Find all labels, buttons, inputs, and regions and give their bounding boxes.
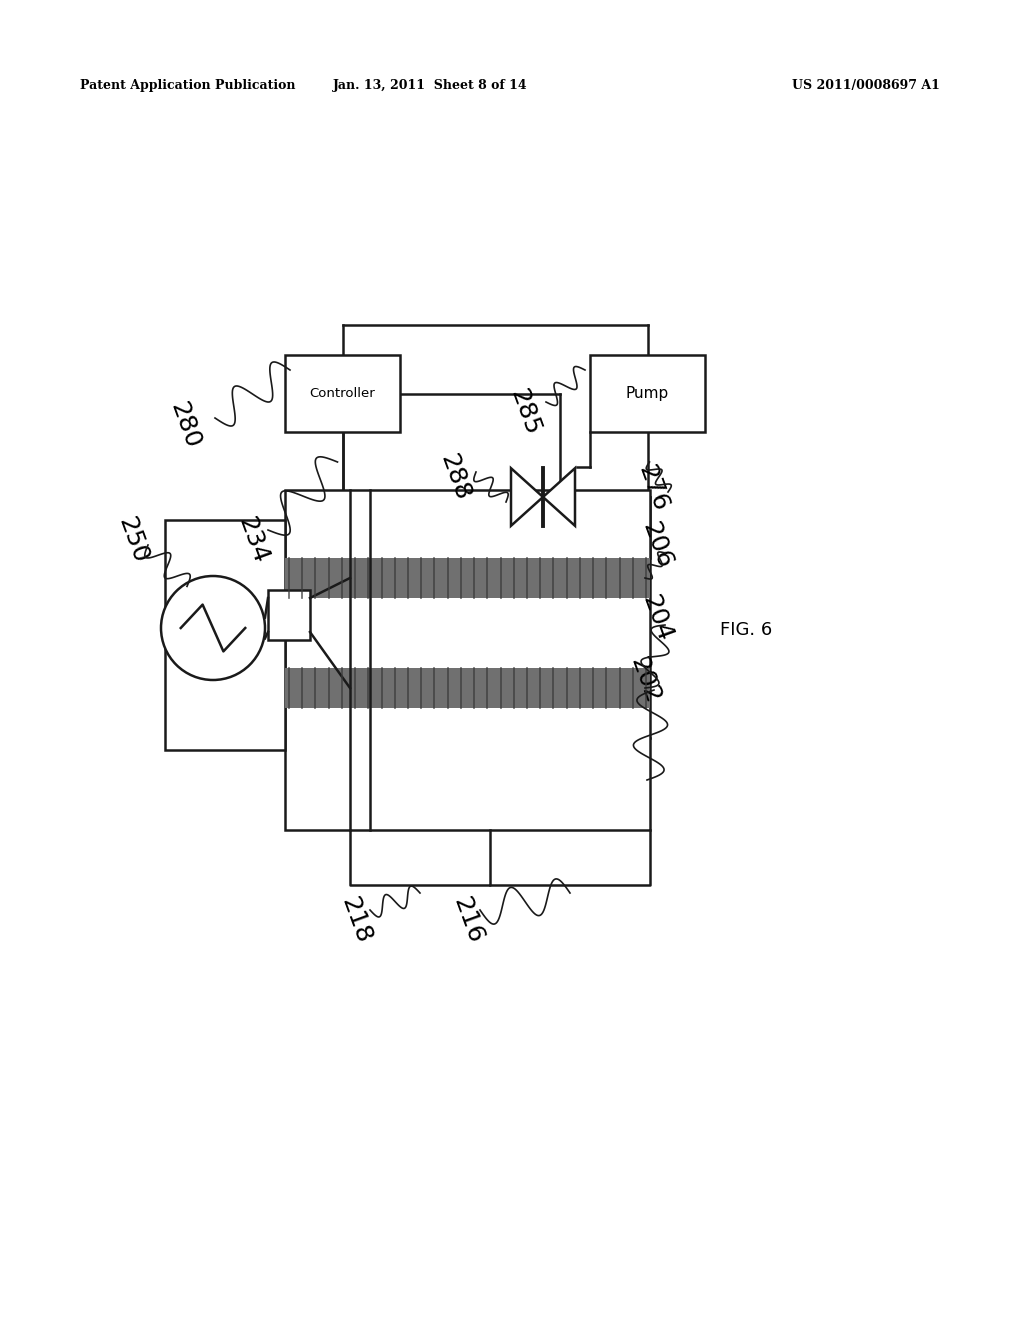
- Text: 250: 250: [114, 513, 153, 566]
- Polygon shape: [511, 469, 543, 525]
- Text: 234: 234: [233, 513, 272, 566]
- Circle shape: [161, 576, 265, 680]
- Bar: [285, 558, 650, 598]
- Text: 276: 276: [634, 462, 673, 515]
- Text: Jan. 13, 2011  Sheet 8 of 14: Jan. 13, 2011 Sheet 8 of 14: [333, 78, 527, 91]
- Text: FIG. 6: FIG. 6: [720, 620, 772, 639]
- Text: 288: 288: [435, 450, 474, 504]
- Polygon shape: [543, 469, 575, 525]
- Text: 280: 280: [166, 399, 205, 451]
- Text: 216: 216: [449, 894, 487, 946]
- Bar: [268, 590, 310, 640]
- Bar: [285, 668, 650, 708]
- Text: 206: 206: [638, 519, 677, 572]
- Text: 202: 202: [626, 653, 665, 706]
- Text: Patent Application Publication: Patent Application Publication: [80, 78, 296, 91]
- Text: 285: 285: [506, 385, 545, 438]
- Bar: [165, 520, 285, 750]
- Text: US 2011/0008697 A1: US 2011/0008697 A1: [793, 78, 940, 91]
- Text: Controller: Controller: [309, 387, 376, 400]
- Text: 204: 204: [638, 591, 677, 644]
- Text: 218: 218: [337, 894, 376, 946]
- Bar: [285, 490, 650, 830]
- Text: Pump: Pump: [626, 385, 669, 401]
- Bar: [590, 355, 705, 432]
- Bar: [285, 355, 400, 432]
